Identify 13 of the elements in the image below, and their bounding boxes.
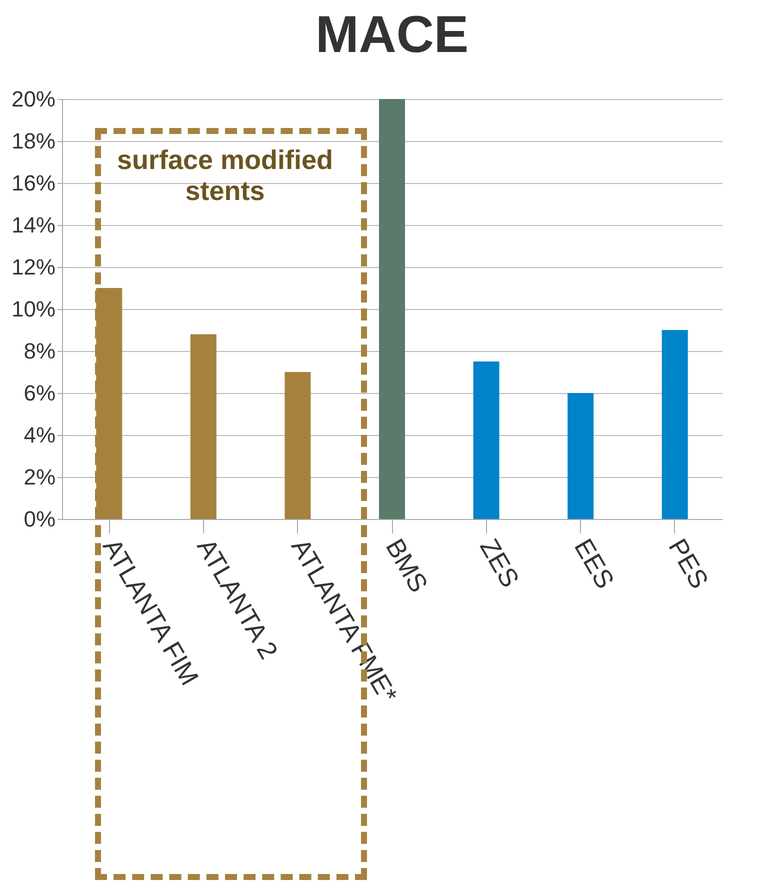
y-tick-label: 12% (11, 254, 56, 280)
y-tick-label: 14% (11, 212, 56, 238)
y-tick-label: 0% (24, 506, 56, 532)
y-tick-label: 18% (11, 128, 56, 154)
y-tick-label: 4% (24, 422, 56, 448)
y-tick-label: 16% (11, 170, 56, 196)
y-tick-label: 6% (24, 380, 56, 406)
y-tick-label: 8% (24, 338, 56, 364)
y-tick-label: 20% (11, 86, 56, 112)
y-tick-label: 10% (11, 296, 56, 322)
chart-title: MACE (315, 6, 469, 64)
y-tick-label: 2% (24, 464, 56, 490)
annotation: surface modified stents (116, 145, 334, 207)
